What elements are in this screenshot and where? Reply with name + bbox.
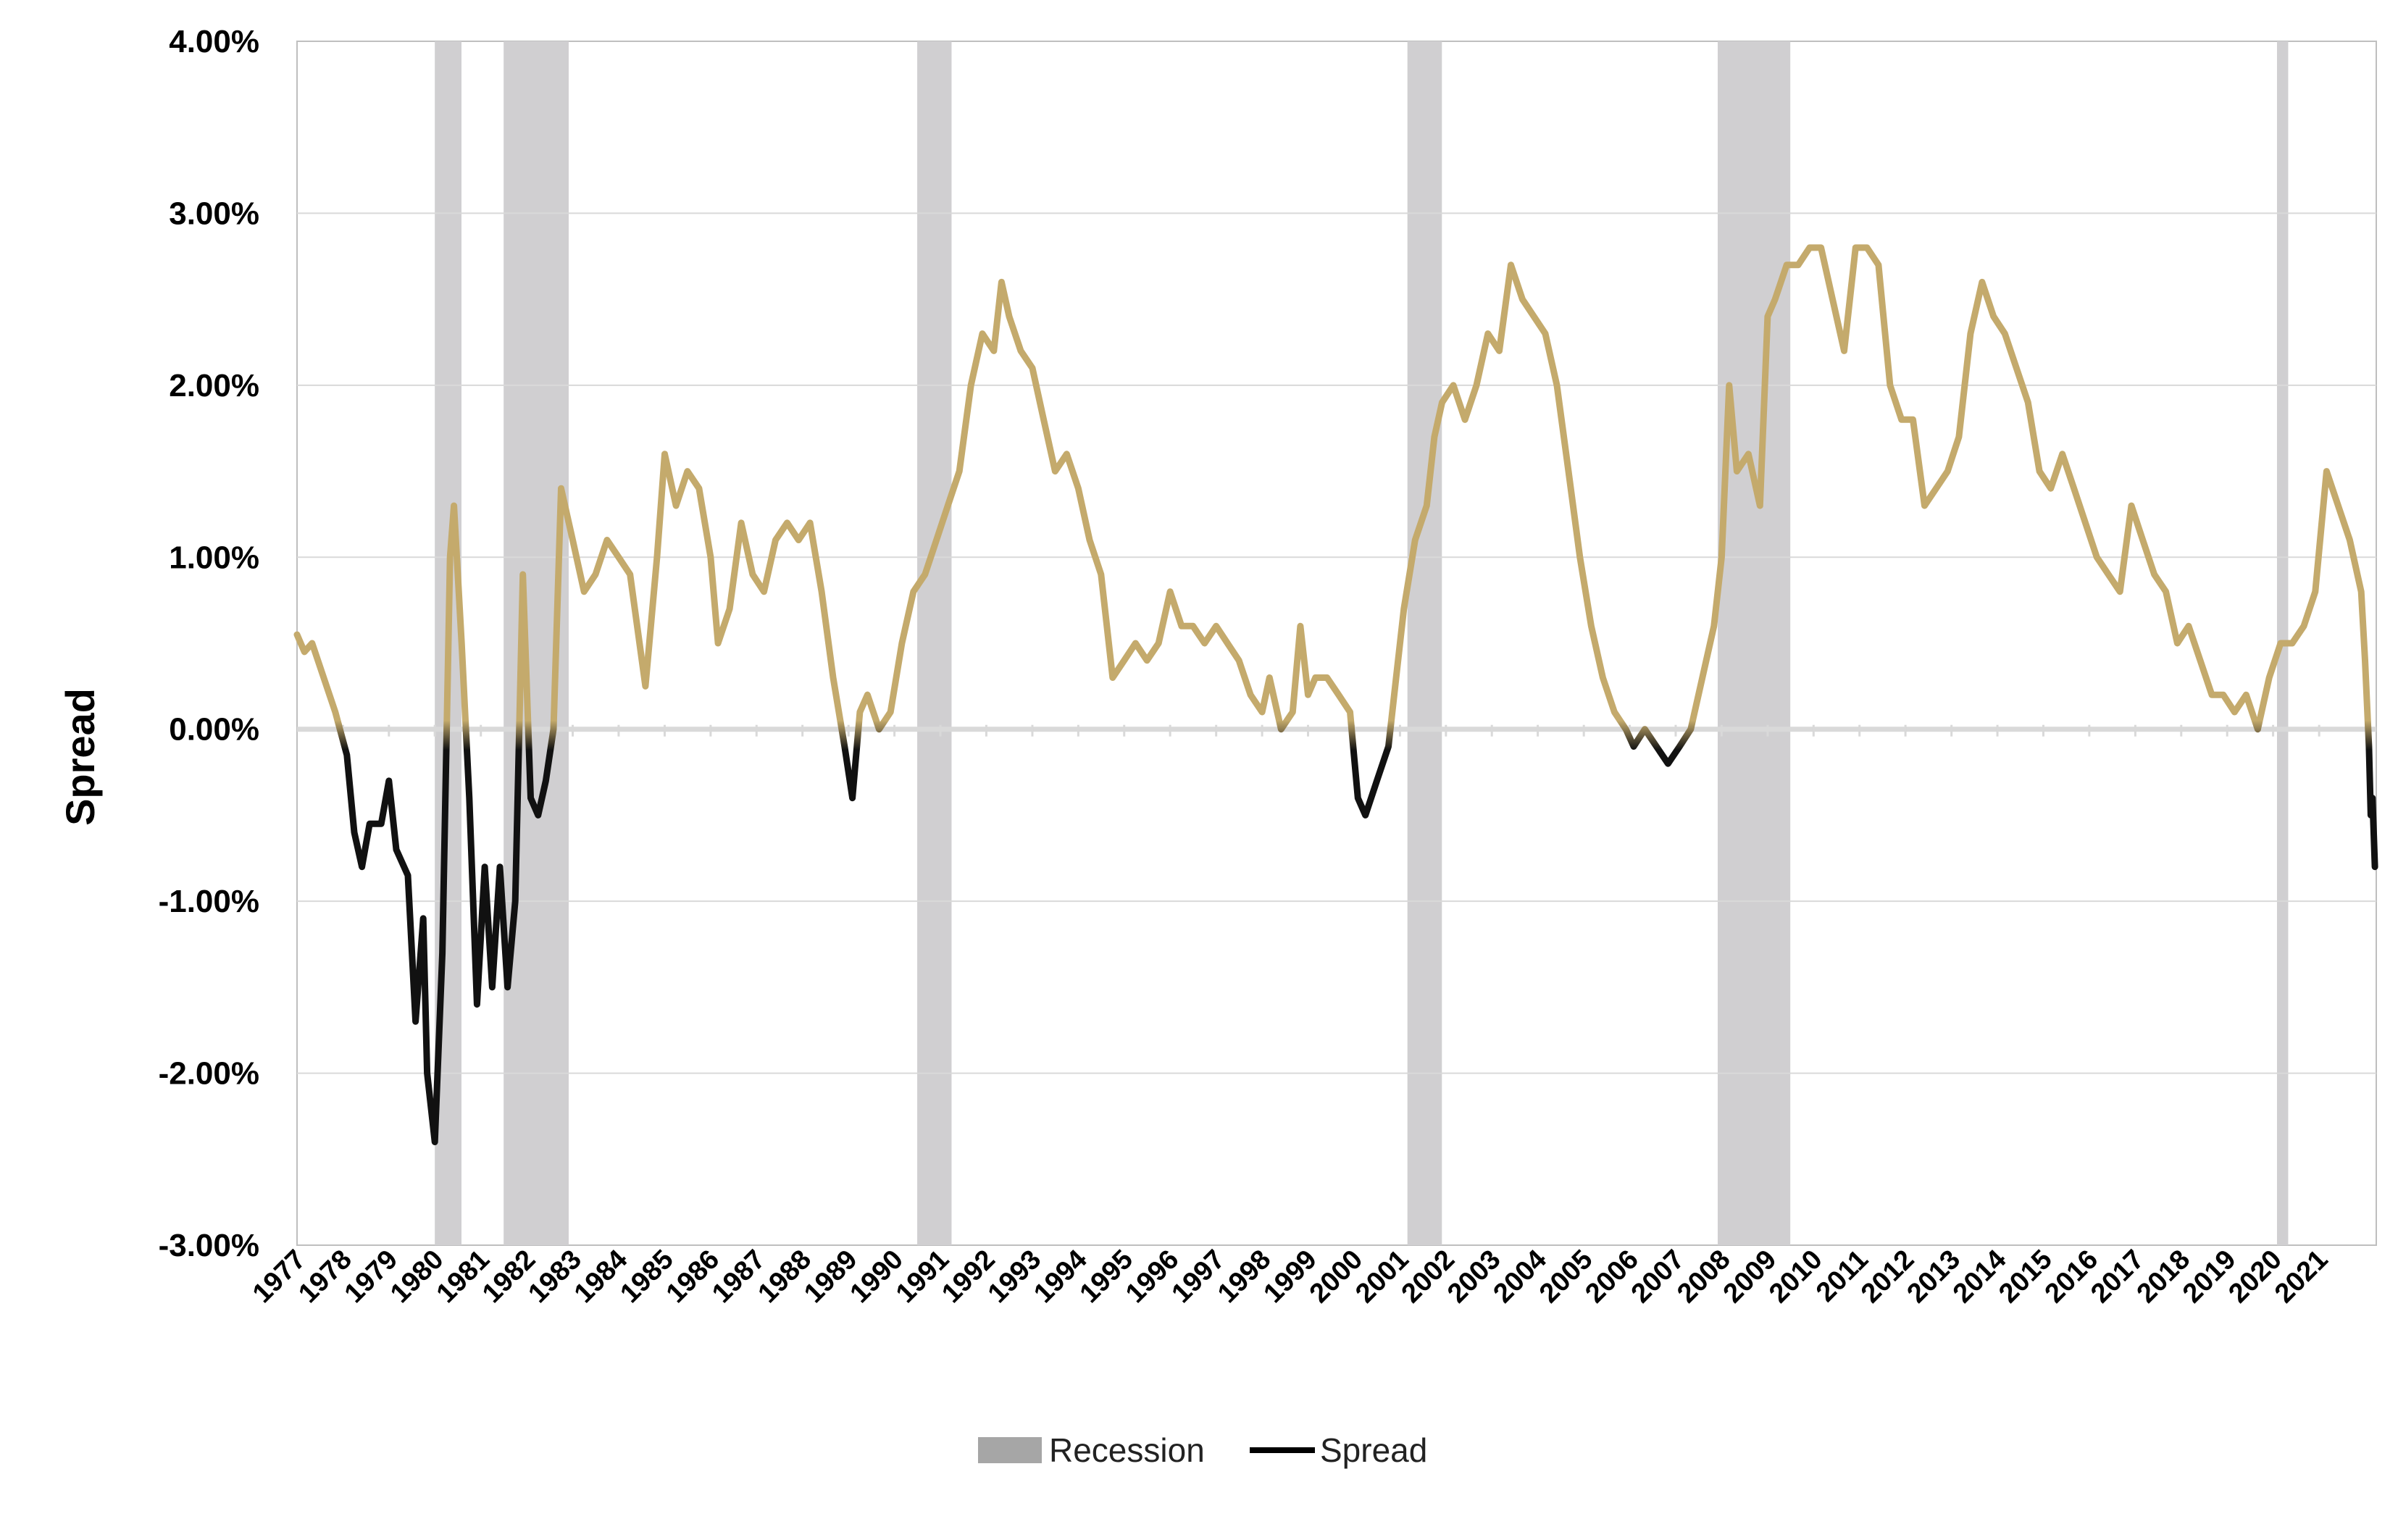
x-tick-label: 2003	[1442, 1244, 1506, 1309]
x-tick-label: 2000	[1304, 1244, 1369, 1309]
x-tick-label: 1983	[522, 1244, 587, 1309]
x-tick-label: 2018	[2131, 1244, 2196, 1309]
gridlines	[297, 212, 2376, 1074]
recession-band-3	[1407, 41, 1442, 1245]
x-tick-label: 1988	[753, 1244, 817, 1309]
x-tick-label: 2001	[1350, 1244, 1414, 1309]
x-axis-ticks: 1977197819791980198119821983198419851986…	[247, 1244, 2334, 1309]
x-tick-label: 1997	[1166, 1244, 1231, 1309]
x-tick-label: 1989	[798, 1244, 863, 1309]
x-tick-label: 1984	[569, 1244, 633, 1309]
y-axis-label: Spread	[57, 688, 103, 826]
x-tick-label: 2008	[1671, 1244, 1736, 1309]
recession-band-2	[917, 41, 952, 1245]
y-tick-label: 2.00%	[169, 368, 259, 403]
x-tick-label: 1998	[1212, 1244, 1277, 1309]
x-tick-label: 2005	[1534, 1244, 1598, 1309]
x-tick-label: 2006	[1579, 1244, 1644, 1309]
y-tick-label: 0.00%	[169, 712, 259, 748]
legend-item-spread: Spread	[1250, 1431, 1427, 1469]
legend-label-recession: Recession	[1049, 1431, 1205, 1469]
spread-line	[293, 244, 2378, 1145]
legend: Recession Spread	[978, 1431, 1427, 1469]
x-tick-label: 1993	[982, 1244, 1047, 1309]
x-tick-label: 2012	[1855, 1244, 1920, 1309]
x-tick-label: 2017	[2085, 1244, 2150, 1309]
y-tick-label: -1.00%	[159, 884, 259, 919]
x-tick-label: 2010	[1763, 1244, 1828, 1309]
x-tick-label: 2002	[1396, 1244, 1461, 1309]
legend-label-spread: Spread	[1320, 1431, 1427, 1469]
x-tick-label: 2011	[1810, 1244, 1874, 1308]
x-tick-label: 2015	[1993, 1244, 2057, 1309]
x-tick-label: 1979	[339, 1244, 404, 1309]
x-tick-label: 1990	[844, 1244, 908, 1309]
x-tick-label: 1991	[890, 1244, 955, 1309]
x-tick-label: 2007	[1626, 1244, 1690, 1309]
plot-area	[296, 41, 2377, 1246]
x-tick-label: 2013	[1902, 1244, 1966, 1309]
x-tick-label: 1987	[706, 1244, 771, 1309]
y-tick-label: -2.00%	[159, 1056, 259, 1092]
x-tick-label: 1995	[1074, 1244, 1139, 1309]
x-tick-label: 2009	[1718, 1244, 1782, 1309]
x-tick-label: 2004	[1488, 1244, 1553, 1309]
recession-band-4	[1717, 41, 1791, 1245]
x-tick-label: 1986	[661, 1244, 725, 1309]
spread-series	[293, 244, 2378, 1145]
y-tick-label: 4.00%	[169, 24, 259, 59]
x-tick-label: 2014	[1947, 1244, 2012, 1309]
x-tick-label: 1985	[614, 1244, 679, 1309]
x-tick-label: 1994	[1028, 1244, 1093, 1309]
y-axis-ticks: 4.00% 3.00% 2.00% 1.00% 0.00% -1.00% -2.00% -3.…	[159, 24, 259, 1263]
x-tick-label: 2016	[2039, 1244, 2104, 1309]
x-tick-label: 2019	[2177, 1244, 2242, 1309]
y-tick-label: 3.00%	[169, 196, 259, 231]
x-tick-label: 2020	[2223, 1244, 2287, 1309]
legend-item-recession: Recession	[978, 1431, 1205, 1469]
y-tick-label: 1.00%	[169, 540, 259, 575]
x-tick-label: 1996	[1120, 1244, 1185, 1309]
y-tick-label: -3.00%	[159, 1228, 259, 1263]
x-tick-label: 1978	[293, 1244, 357, 1309]
x-tick-label: 1980	[385, 1244, 449, 1309]
legend-swatch-recession	[978, 1437, 1042, 1463]
x-tick-label: 2021	[2269, 1244, 2334, 1309]
x-tick-label: 1992	[936, 1244, 1000, 1309]
x-tick-label: 1982	[477, 1244, 541, 1309]
x-tick-label: 1981	[431, 1244, 496, 1309]
x-tick-label: 1999	[1258, 1244, 1322, 1309]
